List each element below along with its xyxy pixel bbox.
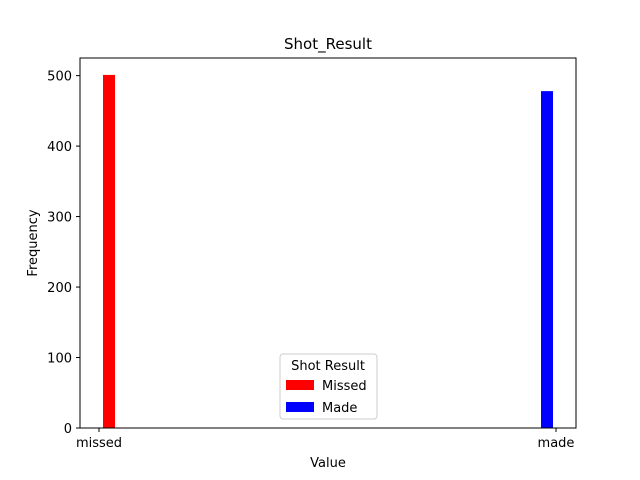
legend: Shot Result Missed Made [279, 353, 378, 420]
y-tick-label: 300 [47, 211, 72, 226]
y-axis-label: Frequency [26, 209, 41, 276]
x-axis-label: Value [310, 456, 346, 471]
legend-label-missed: Missed [322, 379, 367, 394]
y-tick-label: 0 [64, 422, 72, 437]
legend-label-made: Made [322, 401, 357, 416]
bar-missed [103, 74, 115, 429]
y-tick-label: 100 [47, 352, 72, 367]
y-tick-label: 200 [47, 281, 72, 296]
x-tick-label-missed: missed [76, 436, 122, 451]
chart-title: Shot_Result [284, 35, 372, 54]
bars-layer [103, 74, 553, 429]
x-tick-label-made: made [538, 436, 575, 451]
legend-swatch-made [286, 402, 314, 412]
plot-area-frame [79, 57, 577, 429]
legend-swatch-missed [286, 380, 314, 390]
y-axis: 0 100 200 300 400 500 [47, 70, 80, 437]
y-tick-label: 500 [47, 70, 72, 85]
x-axis: missed made [76, 428, 574, 451]
bar-made [541, 91, 553, 428]
legend-title: Shot Result [291, 359, 365, 374]
y-tick-label: 400 [47, 140, 72, 155]
